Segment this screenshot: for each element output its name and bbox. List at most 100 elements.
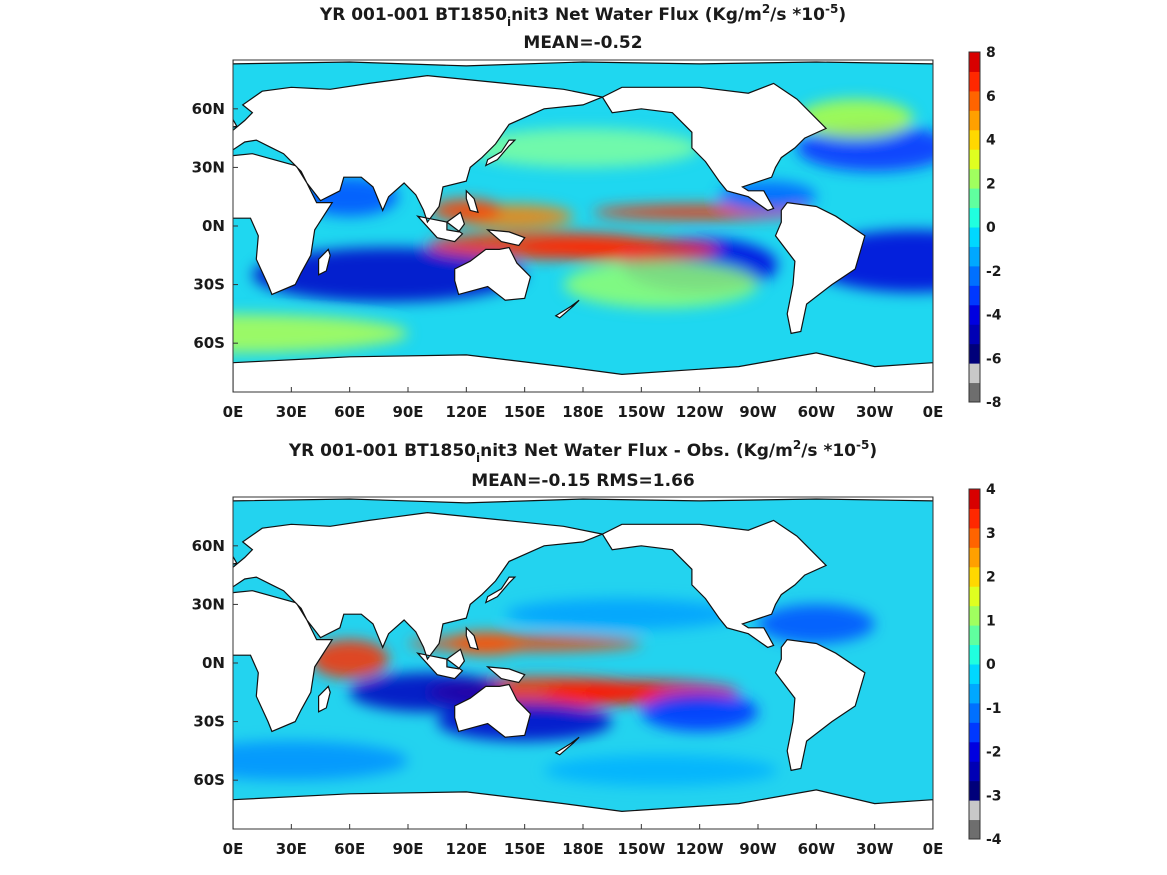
colorbar-tick-label: -4 <box>986 308 1002 324</box>
field-blob <box>466 128 700 168</box>
x-tick-label: 30W <box>856 840 894 858</box>
colorbar-segment <box>969 586 980 607</box>
x-tick-label: 0E <box>923 840 944 858</box>
y-tick-label: 60N <box>192 100 225 118</box>
field-blob <box>544 754 778 787</box>
map-1 <box>233 60 933 392</box>
x-tick-label: 150E <box>504 403 546 421</box>
colorbar-segment <box>969 780 980 801</box>
field-blob <box>310 639 389 679</box>
colorbar-tick-label: -2 <box>986 264 1002 280</box>
colorbar-segment <box>969 265 980 286</box>
colorbar-tick-label: -8 <box>986 395 1002 411</box>
colorbar-segment <box>969 625 980 646</box>
colorbar-segment <box>969 52 980 72</box>
y-tick-label: 60S <box>193 334 225 352</box>
colorbar-segment <box>969 644 980 665</box>
y-tick-label: 30N <box>192 595 225 613</box>
colorbar-tick-label: -6 <box>986 351 1002 367</box>
colorbar-segment <box>969 129 980 150</box>
colorbar-segment <box>969 382 980 403</box>
y-tick-label: 60N <box>192 537 225 555</box>
field-blob <box>563 261 758 309</box>
colorbar-segment <box>969 800 980 821</box>
colorbar-segment <box>969 761 980 782</box>
colorbar-segment <box>969 741 980 762</box>
x-tick-label: 60E <box>334 403 365 421</box>
colorbar-segment <box>969 343 980 364</box>
x-tick-label: 180E <box>562 840 604 858</box>
x-tick-label: 60E <box>334 840 365 858</box>
x-tick-label: 60W <box>798 840 836 858</box>
y-tick-label: 0N <box>202 217 225 235</box>
colorbar-frame-1 <box>968 51 981 403</box>
x-tick-label: 30E <box>276 840 307 858</box>
colorbar-tick-label: 0 <box>986 220 996 236</box>
x-tick-label: 120E <box>446 840 488 858</box>
field-blob <box>641 692 759 732</box>
colorbar-tick-label: -4 <box>986 832 1002 848</box>
x-tick-label: 30W <box>856 403 894 421</box>
colorbar-segment <box>969 246 980 267</box>
x-tick-label: 60W <box>798 403 836 421</box>
map-2 <box>233 497 933 829</box>
colorbar-tick-label: 6 <box>986 89 996 105</box>
colorbar-tick-label: 3 <box>986 526 996 542</box>
y-tick-label: 0N <box>202 654 225 672</box>
x-tick-label: 150W <box>617 403 665 421</box>
colorbar-segment <box>969 702 980 723</box>
x-tick-label: 180E <box>562 403 604 421</box>
y-tick-label: 30S <box>193 276 225 294</box>
x-tick-label: 30E <box>276 403 307 421</box>
x-tick-label: 0E <box>223 403 244 421</box>
colorbar-segment <box>969 664 980 684</box>
chart-1-subtitle: MEAN=-0.52 <box>523 33 643 53</box>
chart-2-subtitle: MEAN=-0.15 RMS=1.66 <box>471 471 695 491</box>
colorbar-segment <box>969 110 980 131</box>
x-tick-label: 120W <box>676 840 724 858</box>
x-tick-label: 150E <box>504 840 546 858</box>
x-tick-label: 90W <box>739 840 777 858</box>
colorbar-segment <box>969 566 980 587</box>
colorbar-segment <box>969 168 980 189</box>
colorbar-tick-label: -2 <box>986 745 1002 761</box>
land-1 <box>233 60 933 392</box>
colorbar-segment <box>969 149 980 170</box>
land-2 <box>233 497 933 829</box>
colorbar-segment <box>969 527 980 548</box>
colorbar-segment <box>969 722 980 743</box>
colorbar-frame-2 <box>968 488 981 840</box>
colorbar-tick-label: 1 <box>986 613 996 629</box>
colorbar-segment <box>969 363 980 384</box>
x-tick-label: 120W <box>676 403 724 421</box>
chart-1-title: YR 001-001 BT1850init3 Net Water Flux (K… <box>319 2 847 29</box>
colorbar-tick-label: 2 <box>986 570 996 586</box>
field-blob <box>431 198 502 223</box>
x-tick-label: 150W <box>617 840 665 858</box>
colorbar-segment <box>969 547 980 568</box>
colorbar-segment <box>969 227 980 247</box>
colorbar-segment <box>969 285 980 306</box>
x-tick-label: 0E <box>223 840 244 858</box>
colorbar-tick-label: 4 <box>986 133 996 149</box>
x-tick-label: 90E <box>392 403 423 421</box>
colorbar-segment <box>969 489 980 509</box>
field-blob <box>524 237 720 262</box>
field-blob <box>408 635 642 652</box>
field-blob <box>505 598 739 630</box>
colorbar-tick-label: 0 <box>986 657 996 673</box>
colorbar-segment <box>969 90 980 111</box>
colorbar-segment <box>969 683 980 704</box>
colorbar-segment <box>969 324 980 345</box>
colorbar-tick-label: 2 <box>986 176 996 192</box>
x-tick-label: 0E <box>923 403 944 421</box>
colorbar-tick-label: -3 <box>986 788 1002 804</box>
x-tick-label: 90W <box>739 403 777 421</box>
x-tick-label: 120E <box>446 403 488 421</box>
chart-2-title: YR 001-001 BT1850init3 Net Water Flux - … <box>288 438 878 465</box>
x-tick-label: 90E <box>392 840 423 858</box>
y-tick-label: 30S <box>193 713 225 731</box>
colorbar-segment <box>969 508 980 529</box>
field-blob <box>233 313 408 353</box>
